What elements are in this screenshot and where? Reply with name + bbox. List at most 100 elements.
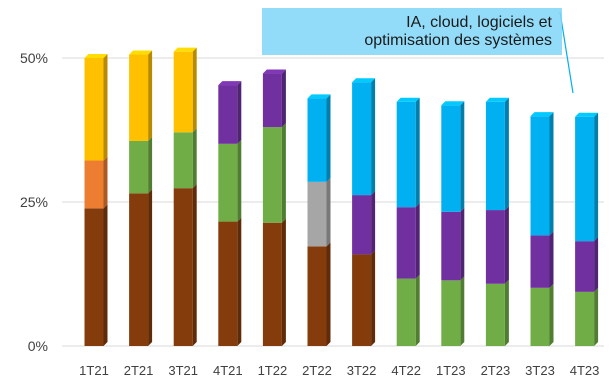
bar-segment — [129, 136, 153, 194]
bar-segment — [441, 276, 465, 346]
series-callout: IA, cloud, logiciels et optimisation des… — [262, 8, 574, 94]
bar-top — [307, 94, 331, 99]
bar-segment — [218, 139, 242, 222]
y-tick-label: 25% — [20, 194, 48, 210]
bar-segment-front — [84, 58, 104, 161]
bar-segment — [307, 242, 331, 346]
bar-top — [262, 69, 286, 74]
bar-segment-front — [485, 210, 505, 284]
bar-segment — [262, 218, 286, 346]
bar-segment-side — [103, 54, 108, 161]
bar-segment-side — [237, 139, 242, 222]
callout-text-line-2: optimisation des systèmes — [364, 32, 552, 49]
bar-segment — [173, 128, 197, 189]
bar-segment-front — [129, 193, 149, 346]
bar-segment-side — [103, 156, 108, 209]
bar-segment-side — [281, 218, 286, 346]
bar-segment-side — [594, 237, 599, 292]
bar-segment-front — [262, 222, 282, 346]
bar-segment-side — [326, 242, 331, 346]
bar-segment — [218, 217, 242, 346]
bar-segment-side — [415, 97, 420, 208]
bars — [84, 47, 599, 346]
bar-segment — [396, 203, 420, 279]
y-axis: 0% 25% 50% — [20, 50, 48, 354]
bar-segment-side — [192, 128, 197, 189]
x-tick-label: 4T22 — [391, 363, 421, 378]
bar-segment-front — [485, 101, 505, 211]
callout-box — [262, 8, 562, 55]
bar-segment-front — [129, 140, 149, 194]
bar-segment — [307, 94, 331, 182]
bar-segment-side — [281, 69, 286, 128]
bar-segment-side — [460, 207, 465, 281]
bar-segment-front — [173, 132, 193, 189]
bar-segment — [441, 101, 465, 212]
bar-segment-side — [148, 136, 153, 194]
bar-segment — [530, 112, 554, 236]
bar-segment — [262, 123, 286, 223]
bar-segment-front — [441, 105, 461, 212]
bar-segment-side — [549, 112, 554, 236]
callout-leader-line — [559, 11, 574, 94]
bar-segment — [530, 231, 554, 288]
bar-segment — [129, 189, 153, 346]
bar-segment-side — [504, 206, 509, 284]
bar-segment-front — [530, 287, 550, 346]
bar-segment-front — [530, 235, 550, 288]
bar-segment-front — [218, 143, 238, 222]
bar-segment — [396, 97, 420, 208]
bar-segment — [575, 237, 599, 292]
bar-segment-front — [84, 160, 104, 209]
bar-segment-front — [485, 283, 505, 346]
x-tick-label: 4T21 — [213, 363, 243, 378]
bar-segment — [262, 69, 286, 128]
x-tick-label: 2T22 — [302, 363, 332, 378]
bar-segment-side — [326, 177, 331, 247]
bar-segment-side — [103, 204, 108, 346]
x-tick-label: 3T21 — [168, 363, 198, 378]
callout-text-line-1: IA, cloud, logiciels et — [406, 14, 552, 31]
bar-segment-front — [173, 51, 193, 133]
bar-segment — [173, 184, 197, 346]
bar-segment-front — [396, 278, 416, 346]
bar-segment-front — [530, 116, 550, 236]
bar-segment-front — [575, 116, 595, 242]
bar-segment-side — [504, 279, 509, 346]
bar-top — [396, 97, 420, 102]
bar-segment-front — [173, 188, 193, 346]
bar-segment-side — [594, 287, 599, 346]
x-tick-label: 3T23 — [525, 363, 555, 378]
x-tick-label: 1T21 — [79, 363, 109, 378]
bar-segment-front — [575, 291, 595, 346]
bar-segment-side — [237, 217, 242, 346]
bar-segment-front — [218, 85, 238, 144]
bar-segment-front — [396, 207, 416, 279]
bar-segment — [352, 250, 376, 346]
bar-segment-front — [352, 82, 372, 196]
bar-segment-side — [371, 191, 376, 255]
x-axis: 1T21 2T21 3T21 4T21 1T22 2T22 3T22 4T22 1T23 2T23… — [79, 363, 599, 378]
bar-top — [352, 78, 376, 83]
bar-segment-front — [441, 211, 461, 281]
bar-segment — [575, 287, 599, 346]
bar-top — [441, 101, 465, 106]
bar-segment — [575, 112, 599, 242]
bar-segment-front — [352, 195, 372, 255]
bar-segment-side — [594, 112, 599, 242]
bar-segment-side — [192, 47, 197, 133]
bar-top — [173, 47, 197, 52]
x-tick-label: 2T21 — [124, 363, 154, 378]
bar-segment — [84, 204, 108, 346]
bar-segment-front — [307, 181, 327, 247]
bar-segment-side — [504, 97, 509, 211]
bar-segment — [352, 191, 376, 255]
bar-segment — [396, 274, 420, 346]
bar-top — [575, 112, 599, 117]
bar-segment — [485, 97, 509, 211]
bar-segment — [218, 81, 242, 144]
bar-segment-side — [460, 101, 465, 212]
bar-segment — [129, 50, 153, 141]
bar-segment-side — [415, 203, 420, 279]
